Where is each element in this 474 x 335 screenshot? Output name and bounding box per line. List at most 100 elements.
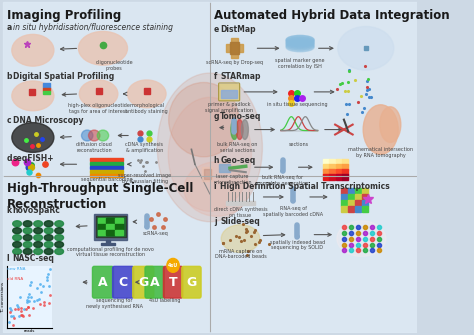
Ellipse shape [286, 43, 314, 52]
Text: cDNA synthesis
& amplification: cDNA synthesis & amplification [125, 142, 163, 153]
Ellipse shape [44, 249, 53, 255]
Bar [101, 243, 115, 245]
Circle shape [167, 258, 179, 272]
Ellipse shape [292, 199, 295, 202]
Text: DistMap: DistMap [220, 25, 256, 35]
Bar [219, 164, 230, 172]
Text: G: G [138, 276, 148, 289]
Ellipse shape [23, 228, 32, 233]
Text: High Definition Spatial Transcriptomics: High Definition Spatial Transcriptomics [220, 182, 390, 191]
Ellipse shape [55, 221, 64, 227]
Text: High-Throughput Single-Cell
Reconstruction: High-Throughput Single-Cell Reconstructi… [7, 182, 193, 211]
Ellipse shape [34, 228, 43, 233]
Text: G: G [186, 276, 197, 289]
Text: l: l [7, 255, 12, 263]
FancyBboxPatch shape [92, 266, 113, 298]
Bar [3, 2, 209, 175]
Bar [115, 224, 123, 229]
Bar [98, 218, 106, 223]
Bar [227, 201, 255, 205]
Text: 4sU labelling: 4sU labelling [148, 298, 180, 303]
Text: direct cDNA synthesis
on tissue: direct cDNA synthesis on tissue [214, 207, 267, 218]
Ellipse shape [286, 39, 314, 47]
Text: oligonucleotide
probes: oligonucleotide probes [96, 60, 133, 71]
Ellipse shape [13, 234, 21, 241]
Ellipse shape [23, 234, 32, 241]
Ellipse shape [286, 36, 314, 44]
Ellipse shape [44, 221, 53, 227]
Bar [44, 91, 50, 94]
Ellipse shape [13, 249, 21, 255]
Text: scRNA-seq by Drop-seq: scRNA-seq by Drop-seq [206, 60, 263, 65]
Text: laser capture
microdissection: laser capture microdissection [213, 174, 252, 185]
Bar [230, 42, 239, 54]
Ellipse shape [286, 37, 314, 46]
Text: primer & padlock
signal amplification: primer & padlock signal amplification [205, 102, 253, 113]
Ellipse shape [168, 97, 252, 211]
Ellipse shape [231, 120, 238, 139]
Text: mRNA capture on
DNA-barcoded beads: mRNA capture on DNA-barcoded beads [215, 249, 266, 259]
Ellipse shape [55, 242, 64, 248]
FancyBboxPatch shape [133, 266, 154, 298]
Bar [231, 39, 238, 58]
Text: novoSpaRc: novoSpaRc [13, 206, 61, 215]
Text: Digital Spatial Profiling: Digital Spatial Profiling [13, 72, 114, 81]
FancyBboxPatch shape [113, 266, 134, 298]
Ellipse shape [233, 130, 236, 133]
Ellipse shape [338, 26, 394, 70]
Ellipse shape [236, 120, 243, 139]
Bar [107, 218, 114, 223]
Ellipse shape [44, 234, 53, 241]
Text: RNA-seq of
spatially barcoded cDNA: RNA-seq of spatially barcoded cDNA [263, 206, 323, 217]
Text: Imaging Profiling: Imaging Profiling [8, 9, 122, 22]
Ellipse shape [23, 221, 32, 227]
Text: DNA Microscopy: DNA Microscopy [13, 116, 83, 125]
Ellipse shape [44, 228, 53, 233]
Ellipse shape [97, 130, 109, 141]
Ellipse shape [12, 123, 54, 152]
Ellipse shape [169, 82, 239, 157]
Text: spatial marker gene
correlation by ISH: spatial marker gene correlation by ISH [275, 58, 325, 69]
Ellipse shape [55, 234, 64, 241]
Bar [90, 162, 123, 165]
Ellipse shape [184, 162, 250, 216]
Bar [90, 158, 123, 161]
Text: b: b [7, 72, 15, 81]
Ellipse shape [221, 225, 260, 253]
Ellipse shape [145, 225, 148, 228]
Text: d: d [7, 154, 15, 163]
Ellipse shape [34, 234, 43, 241]
Ellipse shape [34, 221, 43, 227]
Text: Geo-seq: Geo-seq [220, 156, 255, 165]
Text: morphological
antibody staining: morphological antibody staining [126, 103, 168, 114]
Ellipse shape [79, 80, 118, 108]
Ellipse shape [13, 228, 21, 233]
Text: h: h [214, 156, 222, 165]
Bar [211, 2, 417, 175]
Text: Slide-seq: Slide-seq [220, 217, 260, 226]
Bar [90, 170, 123, 174]
Text: STARmap: STARmap [220, 72, 261, 81]
Ellipse shape [241, 120, 248, 139]
Text: k: k [7, 206, 14, 215]
Bar [211, 177, 417, 332]
Ellipse shape [281, 170, 284, 173]
Text: sequential barcoding: sequential barcoding [81, 177, 132, 182]
Bar [90, 174, 123, 177]
FancyBboxPatch shape [182, 266, 201, 298]
Text: bulk RNA-seq on
serial sections: bulk RNA-seq on serial sections [217, 142, 257, 153]
Bar [202, 167, 212, 181]
Ellipse shape [13, 242, 21, 248]
Bar [107, 224, 114, 229]
Ellipse shape [296, 235, 299, 238]
Text: spatially indexed bead
sequencing by SOLID: spatially indexed bead sequencing by SOL… [270, 240, 325, 250]
Text: high-plex oligonucleotide
tags for area of interest: high-plex oligonucleotide tags for area … [68, 103, 129, 114]
Bar [107, 230, 114, 234]
Text: scRNA-seq: scRNA-seq [143, 231, 168, 236]
Ellipse shape [337, 221, 386, 256]
Text: a: a [7, 22, 15, 31]
Bar [219, 84, 239, 100]
Bar [221, 90, 237, 98]
Text: sections: sections [288, 142, 309, 147]
Text: mathematical intersection
by RNA tomography: mathematical intersection by RNA tomogra… [348, 147, 413, 158]
